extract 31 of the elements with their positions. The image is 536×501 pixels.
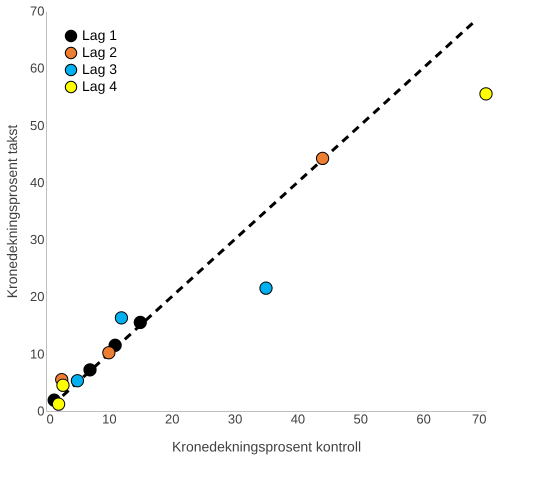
x-tick-label: 40 (290, 412, 306, 426)
y-tick-label: 70 (30, 4, 44, 18)
point (52, 398, 66, 411)
point (102, 346, 116, 360)
legend-label: Lag 4 (82, 78, 118, 94)
legend-label: Lag 1 (82, 27, 118, 43)
y-axis-title: Kronedekningsprosent takst (4, 124, 20, 298)
x-tick-label: 50 (354, 412, 368, 426)
legend-label: Lag 3 (82, 61, 118, 77)
x-tick-label: 30 (228, 412, 242, 426)
point (316, 152, 330, 166)
y-tick-label: 40 (30, 174, 44, 190)
x-tick-label: 0 (46, 412, 54, 426)
point (70, 374, 84, 388)
point (134, 316, 147, 330)
x-tick-label: 10 (102, 412, 117, 426)
x-tick-label: 20 (164, 412, 180, 426)
point (83, 363, 97, 376)
y-tick-label: 50 (30, 118, 44, 133)
x-tick-label: 70 (472, 412, 486, 426)
y-tick-label: 20 (30, 289, 44, 304)
point (479, 87, 493, 100)
x-axis-title: Kronedekningsprosent kontroll (172, 438, 362, 454)
point (56, 378, 70, 392)
y-tick-label: 10 (30, 346, 44, 362)
y-tick-label: 30 (30, 232, 44, 248)
point (259, 282, 273, 295)
x-tick-label: 60 (416, 412, 431, 426)
y-tick-label: 60 (30, 60, 44, 76)
point (114, 311, 128, 324)
legend-label: Lag 2 (82, 44, 118, 60)
